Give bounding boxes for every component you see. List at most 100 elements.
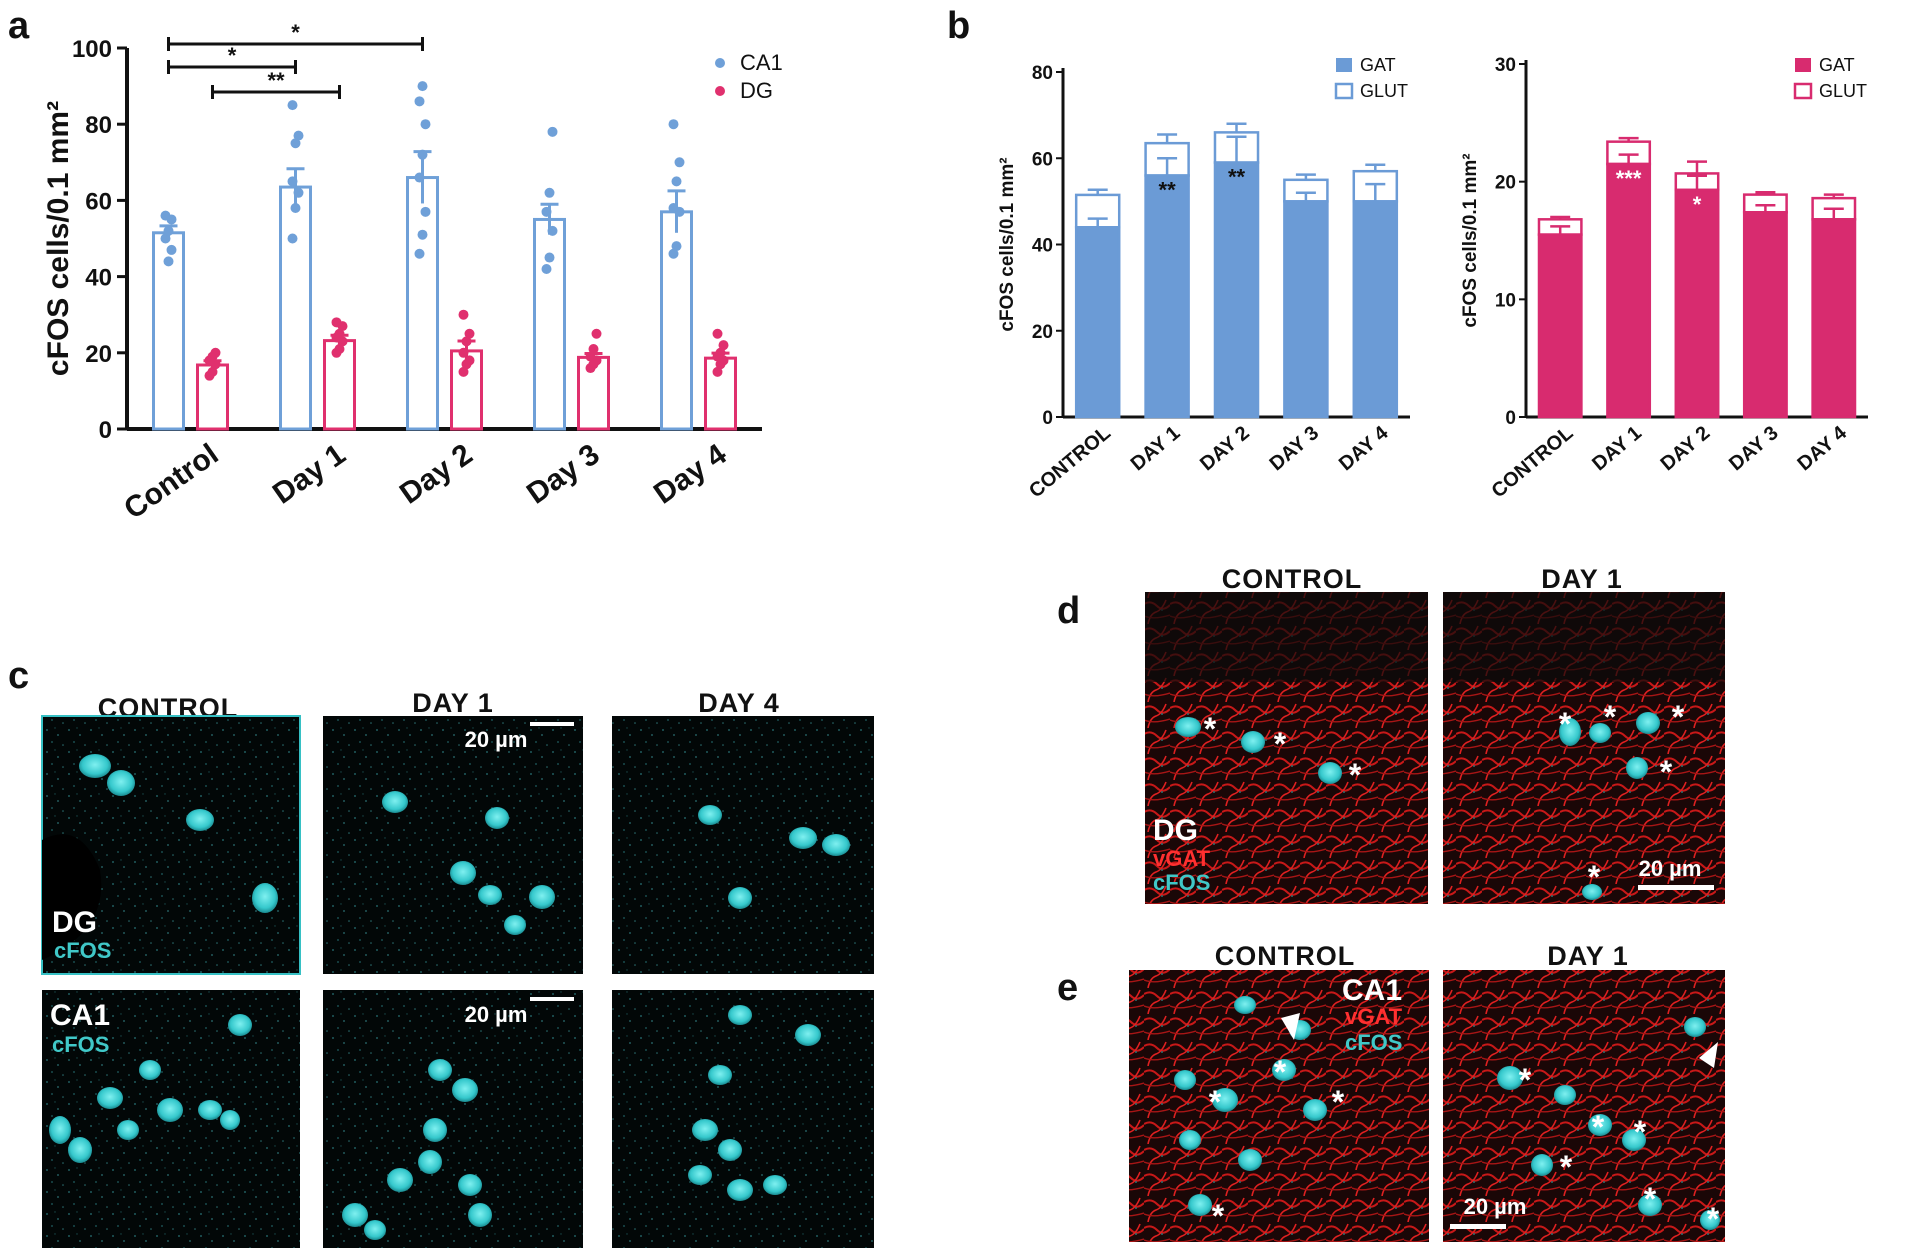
- data-point-dg: [334, 328, 345, 339]
- asterisk-marker: *: [1349, 757, 1362, 793]
- asterisk-marker: *: [1332, 1084, 1345, 1120]
- data-point-ca1: [290, 138, 301, 149]
- data-point-dg: [712, 366, 723, 377]
- panel-c-scale-1: 20 µm: [465, 727, 528, 752]
- panel-d-title-control: CONTROL: [1222, 564, 1362, 594]
- significance-label: *: [1693, 192, 1702, 217]
- micrograph-c-dg-day4: [612, 716, 874, 974]
- y-tick-label: 20: [85, 341, 112, 368]
- x-category-label: DAY 4: [1793, 421, 1851, 475]
- panel-c-title-day4: DAY 4: [698, 688, 780, 718]
- asterisk-marker: *: [1209, 1084, 1222, 1120]
- y-axis-label: cFOS cells/0.1 mm²: [997, 157, 1018, 331]
- x-category-label: Day 1: [267, 438, 352, 511]
- data-point-dg: [458, 366, 469, 377]
- data-point-ca1: [544, 252, 555, 263]
- data-point-dg: [458, 347, 469, 358]
- panel-label-c: c: [8, 655, 29, 697]
- significance-label: **: [1228, 165, 1246, 190]
- data-point-ca1: [541, 263, 552, 274]
- panel-c-dg-label: DG: [52, 906, 97, 939]
- panel-d-region: DG: [1153, 814, 1198, 847]
- micrograph-c-dg-day1: 20 µm: [323, 716, 583, 974]
- data-point-ca1: [293, 130, 304, 141]
- panel-e-region: CA1: [1342, 974, 1402, 1007]
- micrograph-d-day1: * * * * * 20 µm: [1443, 592, 1725, 904]
- panel-d-stain-cfos: cFOS: [1153, 870, 1210, 895]
- x-category-label: DAY 3: [1725, 422, 1783, 475]
- chart-panel-b-dg: 0 10 20 30 cFOS cells/0.1 mm² CONTROL *** DAY 1…: [1460, 55, 1868, 502]
- micrograph-c-ca1-day1: 20 µm: [323, 990, 583, 1248]
- data-point-ca1: [547, 225, 558, 236]
- bar-gat: [1537, 233, 1583, 419]
- data-point-ca1: [290, 203, 301, 214]
- panel-c-title-day1: DAY 1: [412, 688, 494, 718]
- asterisk-marker: *: [1274, 1054, 1287, 1090]
- significance-label: *: [228, 43, 237, 68]
- x-category-label: CONTROL: [1025, 422, 1115, 502]
- bar-gat: [1213, 161, 1260, 419]
- chart-panel-b-ca1: 0 20 40 60 80 cFOS cells/0.1 mm² CONTROL ** DAY …: [997, 55, 1410, 502]
- data-point-dg: [712, 328, 723, 339]
- legend-marker: [715, 58, 725, 68]
- data-point-ca1: [417, 229, 428, 240]
- y-tick-label: 80: [85, 112, 112, 139]
- panel-label-b: b: [947, 5, 970, 47]
- legend-label-glut: GLUT: [1360, 81, 1408, 101]
- legend-swatch-gat: [1336, 58, 1352, 72]
- data-point-ca1: [414, 248, 425, 259]
- data-point-ca1: [671, 241, 682, 252]
- data-point-ca1: [544, 187, 555, 198]
- data-point-ca1: [420, 119, 431, 130]
- bar-ca1: [279, 185, 312, 431]
- x-category-label: Day 4: [648, 438, 733, 511]
- micrograph-e-control: * * * * CA1 vGAT cFOS: [1129, 970, 1429, 1242]
- data-point-ca1: [160, 210, 171, 221]
- data-point-ca1: [287, 100, 298, 111]
- data-point-ca1: [668, 248, 679, 259]
- legend-swatch-glut: [1334, 82, 1354, 100]
- data-point-ca1: [160, 233, 171, 244]
- y-tick-label: 80: [1032, 63, 1053, 84]
- asterisk-marker: *: [1204, 711, 1217, 747]
- bar-gat: [1352, 200, 1399, 419]
- asterisk-marker: *: [1634, 1114, 1647, 1150]
- legend-swatch-glut: [1793, 82, 1813, 100]
- asterisk-marker: *: [1212, 1198, 1225, 1234]
- y-tick-label: 100: [72, 36, 112, 63]
- y-axis-label: cFOS cells/0.1 mm²: [1460, 153, 1481, 327]
- legend-swatch-gat: [1795, 58, 1811, 72]
- x-category-label: DAY 2: [1657, 422, 1715, 475]
- legend-marker: [715, 86, 725, 96]
- x-category-label: Day 2: [394, 438, 479, 511]
- significance-label: **: [1159, 178, 1177, 203]
- data-point-ca1: [163, 225, 174, 236]
- x-category-label: DAY 2: [1196, 422, 1254, 475]
- data-point-dg: [715, 347, 726, 358]
- y-tick-label: 20: [1032, 322, 1053, 343]
- bar-gat: [1742, 211, 1788, 419]
- data-point-ca1: [674, 157, 685, 168]
- panel-d-stain-vgat: vGAT: [1153, 846, 1211, 871]
- legend-label-gat: GAT: [1819, 55, 1855, 75]
- asterisk-marker: *: [1672, 699, 1685, 735]
- legend-label: DG: [740, 78, 773, 103]
- data-point-dg: [464, 328, 475, 339]
- significance-label: ***: [1616, 166, 1642, 191]
- data-point-dg: [334, 343, 345, 354]
- micrograph-e-day1: * * * * * * 20 µm: [1443, 970, 1725, 1242]
- data-point-ca1: [417, 149, 428, 160]
- arrowhead-marker: [1281, 1013, 1300, 1040]
- panel-c-ca1-label: CA1: [50, 999, 110, 1032]
- data-point-ca1: [166, 244, 177, 255]
- y-tick-label: 40: [85, 265, 112, 292]
- y-tick-label: 60: [1032, 149, 1053, 170]
- panel-c-dg-stain: cFOS: [54, 938, 111, 963]
- y-tick-label: 10: [1495, 290, 1516, 311]
- bar-gat: [1811, 218, 1857, 419]
- data-point-dg: [464, 355, 475, 366]
- y-tick-label: 40: [1032, 236, 1053, 257]
- data-point-ca1: [547, 126, 558, 137]
- bar-ca1: [533, 217, 566, 431]
